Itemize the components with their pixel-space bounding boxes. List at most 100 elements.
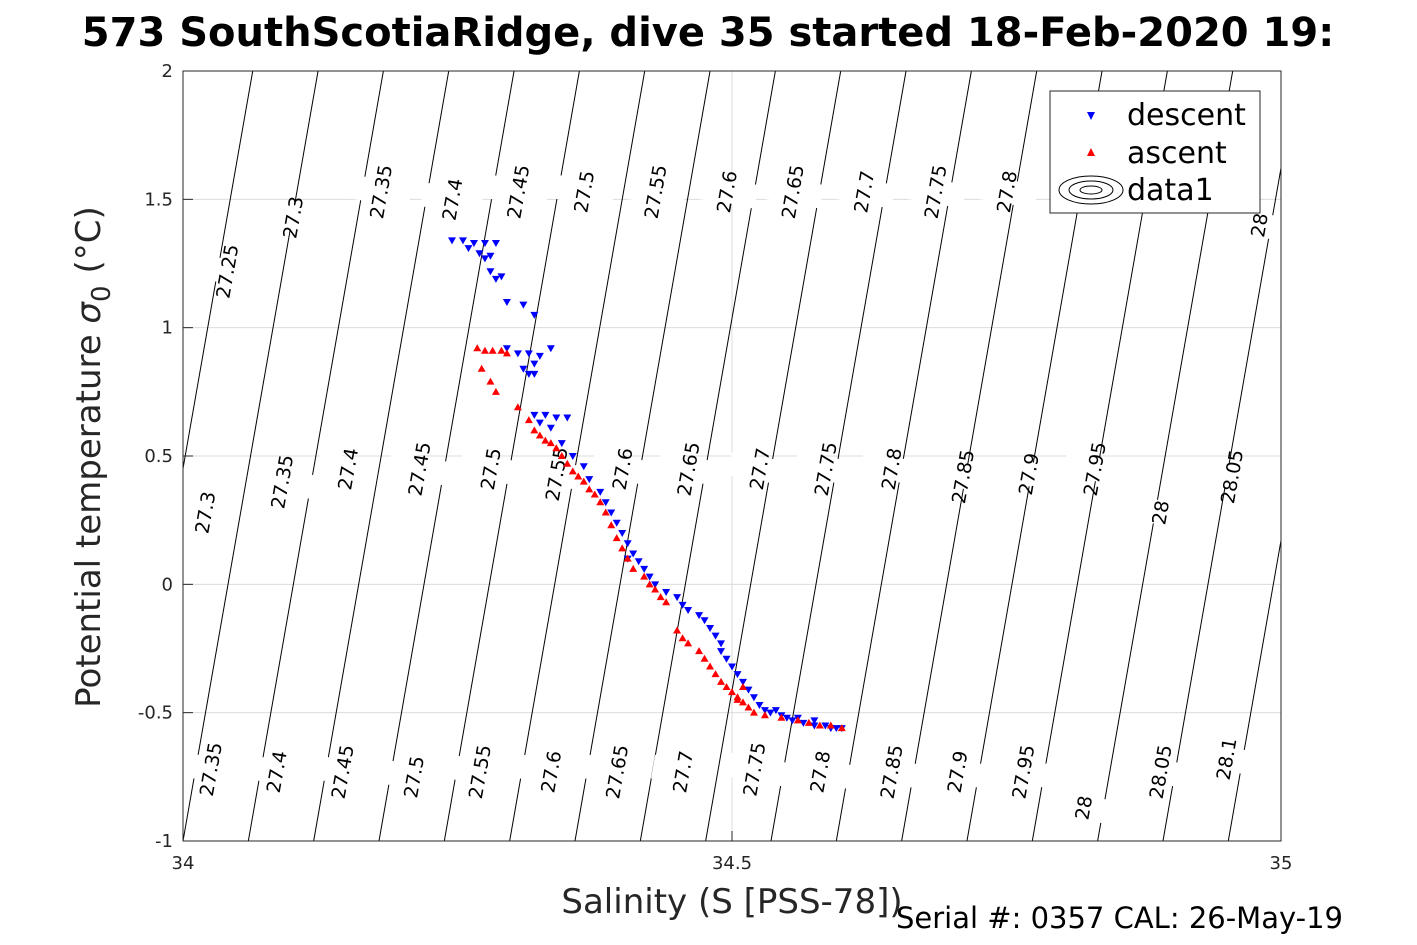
descent-point bbox=[486, 268, 495, 276]
contour-label-background bbox=[1227, 207, 1291, 243]
descent-point bbox=[524, 370, 533, 378]
descent-point bbox=[524, 350, 533, 358]
y-tick-label: -0.5 bbox=[138, 703, 173, 724]
ascent-point bbox=[728, 688, 736, 696]
ascent-point bbox=[612, 534, 621, 542]
contour-label-background bbox=[458, 451, 523, 486]
ascent-point bbox=[695, 647, 704, 655]
ascent-point bbox=[629, 564, 638, 572]
ascent-point bbox=[557, 452, 566, 459]
ascent-point bbox=[678, 634, 687, 642]
descent-point bbox=[612, 519, 621, 527]
descent-point bbox=[475, 250, 484, 258]
descent-point bbox=[662, 589, 671, 597]
ascent-point bbox=[618, 544, 627, 552]
ascent-point bbox=[477, 364, 486, 372]
legend-ascent-label: ascent bbox=[1127, 136, 1227, 171]
descent-point bbox=[535, 419, 544, 427]
contour-label-background bbox=[420, 182, 484, 217]
descent-point bbox=[601, 499, 610, 507]
descent-point bbox=[491, 275, 500, 283]
x-tick-label: 34.5 bbox=[712, 853, 752, 874]
ascent-point bbox=[596, 498, 605, 506]
ascent-point bbox=[590, 490, 599, 498]
contour-label-background bbox=[261, 200, 325, 235]
ascent-point bbox=[546, 439, 555, 447]
descent-point bbox=[448, 237, 457, 245]
descent-point bbox=[821, 722, 830, 730]
legend: descent ascent data1 bbox=[1049, 90, 1261, 214]
ascent-point bbox=[711, 670, 720, 678]
contour-label-background bbox=[1199, 459, 1264, 494]
descent-point bbox=[579, 463, 588, 471]
descent-point bbox=[546, 424, 555, 432]
descent-point bbox=[640, 565, 649, 573]
descent-point bbox=[557, 440, 566, 448]
ascent-point bbox=[530, 426, 539, 434]
ascent-point bbox=[700, 654, 709, 662]
descent-point bbox=[749, 694, 758, 702]
descent-point bbox=[782, 714, 791, 722]
descent-point bbox=[552, 414, 561, 422]
contour-label-background bbox=[760, 174, 825, 209]
contour-label-background bbox=[381, 759, 446, 794]
contour-label-background bbox=[310, 754, 374, 789]
ascent-point bbox=[585, 485, 594, 493]
ascent-point bbox=[535, 431, 544, 439]
contour-label-background bbox=[1128, 754, 1192, 789]
ascent-point bbox=[815, 721, 824, 729]
descent-point bbox=[541, 411, 550, 419]
descent-point bbox=[464, 245, 473, 253]
descent-point bbox=[755, 701, 764, 709]
isopycnal-line bbox=[1162, 165, 1281, 841]
ascent-point bbox=[744, 703, 753, 711]
ascent-point bbox=[563, 459, 572, 467]
contour-label-background bbox=[552, 174, 616, 209]
ascent-point bbox=[601, 508, 610, 516]
descent-point bbox=[486, 252, 495, 260]
contour-label-background bbox=[178, 752, 243, 787]
descent-point bbox=[651, 581, 660, 589]
descent-point bbox=[623, 540, 632, 548]
descent-point bbox=[717, 640, 726, 648]
contour-label-background bbox=[250, 464, 314, 499]
ascent-point bbox=[656, 593, 665, 601]
ascent-point bbox=[837, 724, 846, 732]
contour-label-background bbox=[623, 174, 687, 209]
ascent-point bbox=[777, 713, 786, 721]
isopycnal-line bbox=[1359, 71, 1417, 841]
ascent-point bbox=[486, 377, 495, 385]
descent-point bbox=[480, 239, 489, 247]
legend-descent-marker bbox=[1087, 112, 1095, 120]
descent-point bbox=[810, 722, 819, 730]
ascent-point bbox=[568, 467, 577, 475]
y-tick-label: 0 bbox=[162, 574, 173, 595]
descent-point bbox=[728, 663, 736, 671]
descent-point bbox=[673, 594, 682, 602]
ascent-point bbox=[738, 698, 747, 706]
contour-label-background bbox=[859, 754, 923, 789]
ascent-point bbox=[497, 346, 506, 354]
contour-label-background bbox=[991, 754, 1055, 789]
ascent-point bbox=[804, 718, 813, 726]
descent-point bbox=[530, 360, 539, 368]
descent-point bbox=[502, 299, 511, 306]
contour-label-background bbox=[349, 174, 413, 209]
descent-point bbox=[502, 345, 511, 353]
ascent-point bbox=[574, 472, 583, 480]
descent-point bbox=[733, 671, 742, 679]
ascent-point bbox=[717, 677, 726, 685]
descent-point bbox=[629, 550, 638, 558]
contour-label-background bbox=[173, 495, 237, 530]
legend-data1-marker bbox=[1058, 175, 1124, 205]
descent-point bbox=[469, 239, 478, 247]
contour-label-background bbox=[590, 451, 654, 486]
ascent-point bbox=[640, 572, 649, 580]
ascent-point bbox=[552, 444, 561, 452]
descent-point bbox=[480, 255, 489, 263]
contour-label-background bbox=[996, 456, 1061, 491]
ascent-point bbox=[760, 711, 769, 719]
serial-calibration-text: Serial #: 0357 CAL: 26-May-19 bbox=[896, 901, 1343, 935]
contour-label-background bbox=[519, 754, 583, 789]
